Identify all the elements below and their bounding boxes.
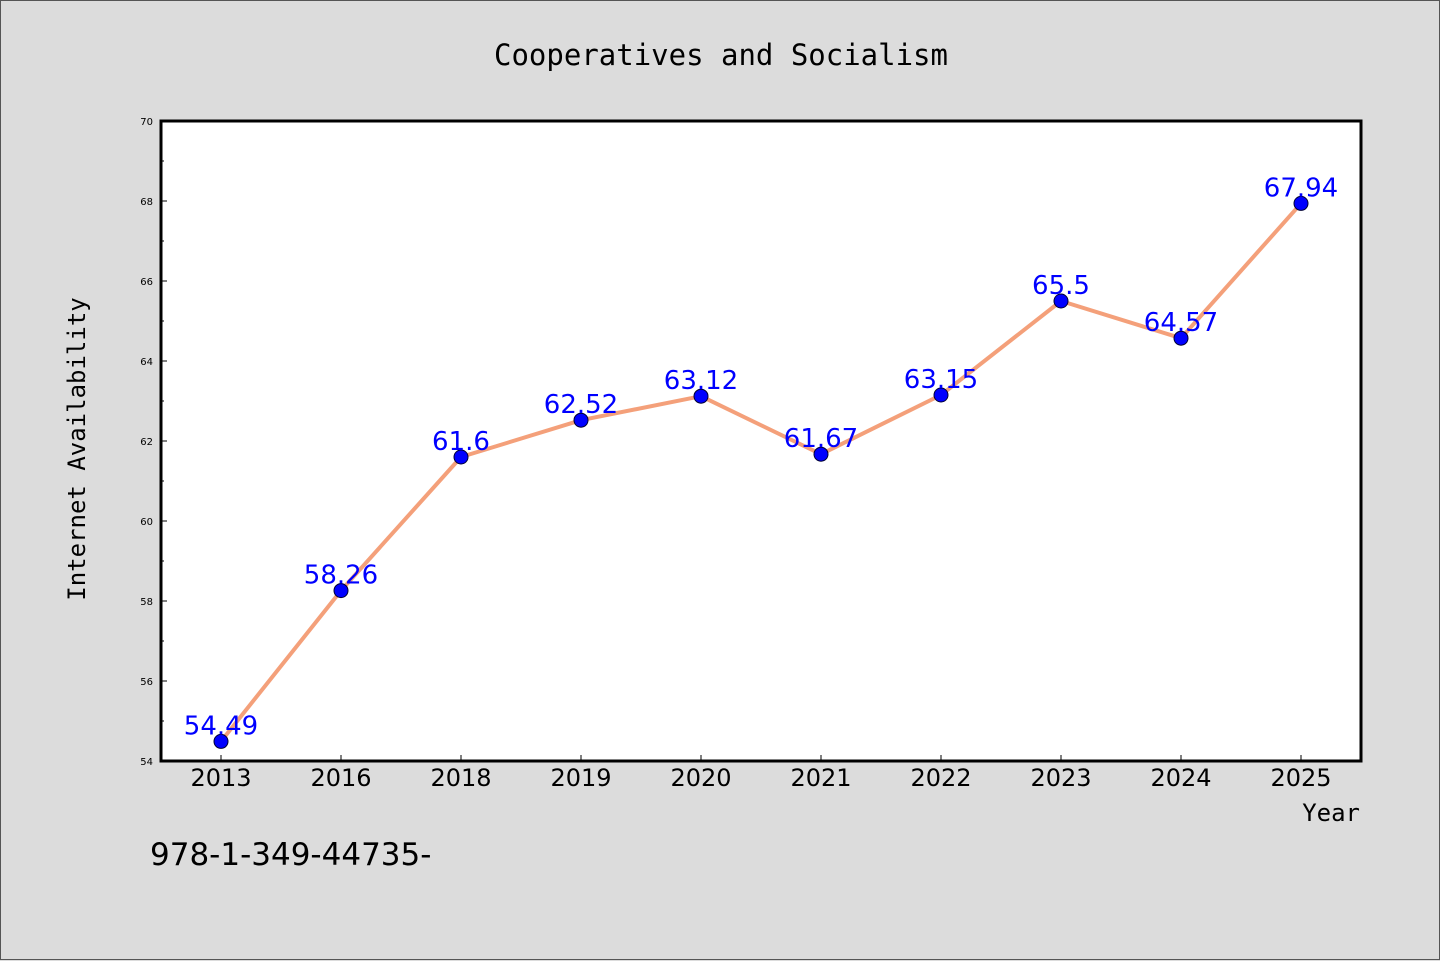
y-tick-label: 62 xyxy=(140,437,153,448)
data-point xyxy=(453,449,469,465)
data-point xyxy=(573,412,589,428)
x-tick-label: 2023 xyxy=(1030,764,1091,792)
x-tick-label: 2019 xyxy=(550,764,611,792)
data-label: 58.26 xyxy=(304,561,378,591)
data-point xyxy=(693,388,709,404)
y-tick-label: 54 xyxy=(140,757,153,768)
chart-title: Cooperatives and Socialism xyxy=(494,38,948,72)
y-tick-label: 70 xyxy=(140,117,153,128)
data-point xyxy=(213,733,229,749)
x-tick-label: 2016 xyxy=(310,764,371,792)
data-point xyxy=(333,583,349,599)
plot-border xyxy=(159,119,1363,763)
x-tick-label: 2025 xyxy=(1270,764,1331,792)
plot-area xyxy=(161,121,1361,761)
x-axis-label: Year xyxy=(1302,799,1360,827)
x-axis: 2013 2016 2018 2019 2020 2021 2022 2023 2024 2025 xyxy=(190,755,1332,792)
data-label: 61.6 xyxy=(432,427,490,457)
data-label: 64.57 xyxy=(1144,308,1218,338)
x-tick-label: 2020 xyxy=(670,764,731,792)
data-label: 67.94 xyxy=(1264,173,1338,203)
series-line xyxy=(219,201,1303,744)
x-tick-label: 2021 xyxy=(790,764,851,792)
data-markers xyxy=(213,195,1309,749)
y-tick-label: 68 xyxy=(140,197,153,208)
data-label: 62.52 xyxy=(544,390,618,420)
data-point xyxy=(1293,195,1309,211)
data-point xyxy=(813,446,829,462)
y-tick-label: 60 xyxy=(140,517,153,528)
x-tick-label: 2022 xyxy=(910,764,971,792)
data-label: 54.49 xyxy=(184,711,258,741)
y-tick-label: 56 xyxy=(140,677,153,688)
data-label: 63.12 xyxy=(664,366,738,396)
y-axis-label: Internet Availability xyxy=(63,297,91,600)
data-label: 65.5 xyxy=(1032,271,1090,301)
footer-isbn-text: 978-1-349-44735- xyxy=(150,837,431,873)
y-tick-label: 66 xyxy=(140,277,153,288)
data-labels: 54.49 58.26 61.6 62.52 63.12 61.67 63.15 65.5 64… xyxy=(184,173,1338,741)
x-tick-label: 2018 xyxy=(430,764,491,792)
data-label: 61.67 xyxy=(784,424,858,454)
x-tick-label: 2013 xyxy=(190,764,251,792)
x-tick-label: 2024 xyxy=(1150,764,1211,792)
data-point xyxy=(933,387,949,403)
data-point xyxy=(1053,293,1069,309)
y-tick-label: 64 xyxy=(140,357,153,368)
data-point xyxy=(1173,330,1189,346)
data-label: 63.15 xyxy=(904,365,978,395)
y-tick-label: 58 xyxy=(140,597,153,608)
